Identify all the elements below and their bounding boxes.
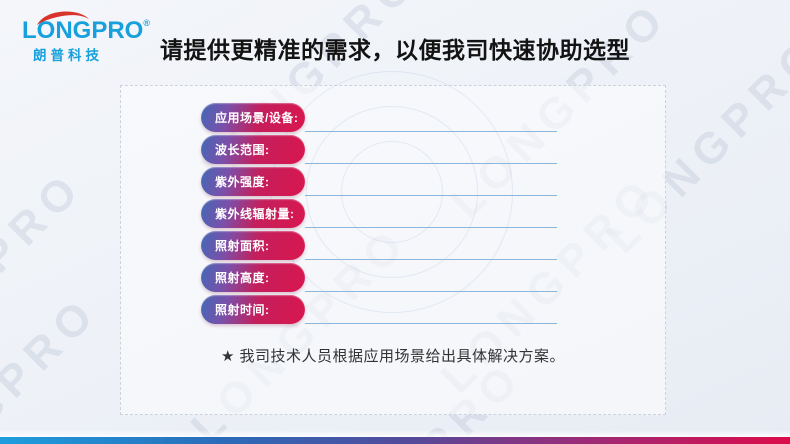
- footer-highlight: [0, 430, 790, 437]
- registered-mark: ®: [143, 18, 150, 28]
- form-row-wavelength: 波长范围:: [201, 135, 557, 164]
- field-blank-line: [305, 259, 557, 260]
- form-row-uv-dose: 紫外线辐射量:: [201, 199, 557, 228]
- field-blank-line: [305, 195, 557, 196]
- footnote: ★ 我司技术人员根据应用场景给出具体解决方案。: [220, 348, 566, 365]
- logo-subtitle: 朗普科技: [33, 48, 103, 63]
- field-label-pill: 应用场景/设备:: [201, 103, 305, 132]
- form-row-irradiated-area: 照射面积:: [201, 231, 557, 260]
- page-title: 请提供更精准的需求，以便我司快速协助选型: [160, 37, 630, 63]
- field-label-pill: 照射时间:: [201, 295, 305, 324]
- field-label-pill: 紫外线辐射量:: [201, 199, 305, 228]
- form-row-irradiation-time: 照射时间:: [201, 295, 557, 324]
- requirements-panel: 应用场景/设备: 波长范围: 紫外强度: 紫外线辐射量: 照射面积: 照射高度:: [120, 71, 666, 415]
- field-blank-line: [305, 227, 557, 228]
- field-blank-line: [305, 131, 557, 132]
- logo-name: LONGPRO®: [22, 8, 152, 43]
- form-row-application: 应用场景/设备:: [201, 103, 557, 132]
- logo-text: LONGPRO: [22, 17, 144, 44]
- company-logo: LONGPRO® 朗普科技: [22, 8, 152, 64]
- field-blank-line: [305, 291, 557, 292]
- form-rows: 应用场景/设备: 波长范围: 紫外强度: 紫外线辐射量: 照射面积: 照射高度:: [201, 103, 557, 324]
- logo-swoosh-icon: [37, 11, 89, 25]
- form-row-irradiation-height: 照射高度:: [201, 263, 557, 292]
- field-label-pill: 紫外强度:: [201, 167, 305, 196]
- field-label-pill: 照射面积:: [201, 231, 305, 260]
- field-label-pill: 波长范围:: [201, 135, 305, 164]
- field-blank-line: [305, 323, 557, 324]
- form-row-uv-intensity: 紫外强度:: [201, 167, 557, 196]
- field-blank-line: [305, 163, 557, 164]
- field-label-pill: 照射高度:: [201, 263, 305, 292]
- footer-gradient-bar: [0, 437, 790, 444]
